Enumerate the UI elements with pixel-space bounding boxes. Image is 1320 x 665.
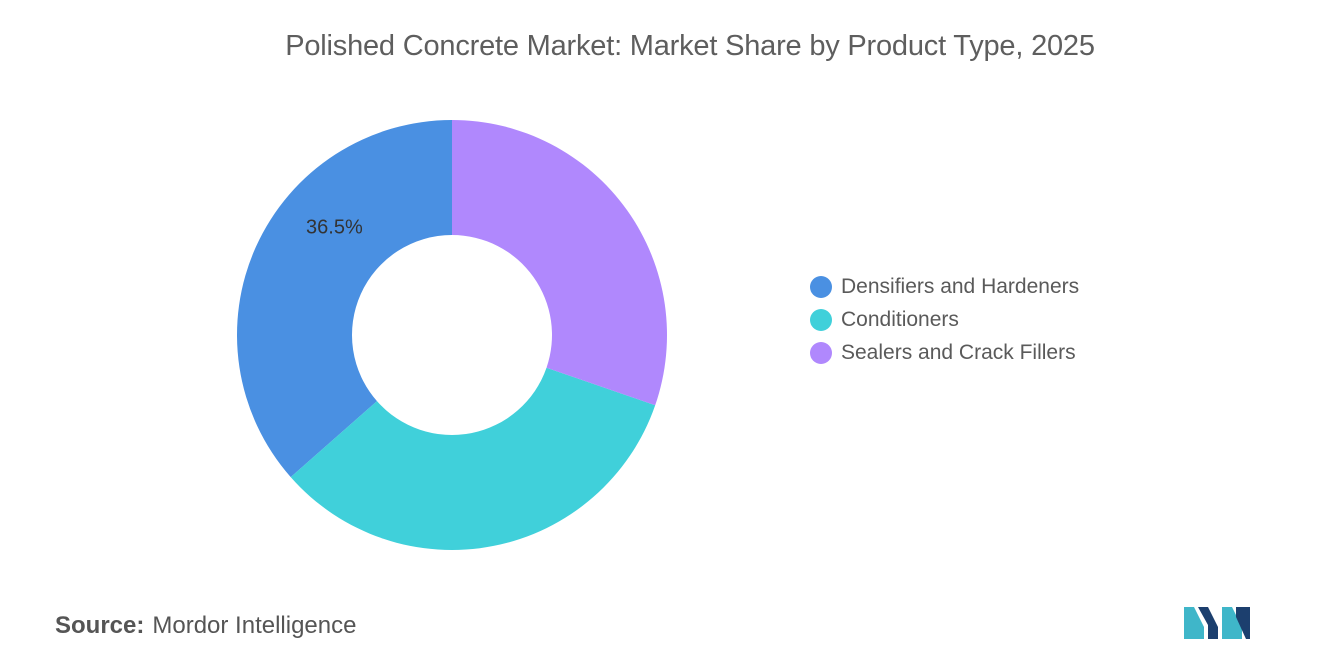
chart-title: Polished Concrete Market: Market Share b…: [285, 30, 1095, 62]
legend-item-sealers[interactable]: Sealers and Crack Fillers: [810, 336, 1079, 369]
donut-slices: [237, 120, 667, 550]
slice-labels: 36.5%: [306, 217, 363, 239]
source-label: Source:: [55, 612, 145, 639]
logo-shape-3: [1222, 607, 1242, 639]
logo-shape-1: [1184, 607, 1204, 639]
legend-item-conditioners[interactable]: Conditioners: [810, 303, 1079, 336]
legend-label-conditioners: Conditioners: [841, 307, 959, 331]
donut-slice-sealers[interactable]: [452, 120, 667, 406]
logo-shape-4: [1236, 607, 1250, 639]
donut-slice-densifiers[interactable]: [237, 120, 452, 478]
mordor-intelligence-logo-icon: [1184, 607, 1250, 639]
source-value: Mordor Intelligence: [152, 612, 357, 639]
donut-slice-conditioners[interactable]: [290, 367, 656, 550]
chart-legend: Densifiers and Hardeners Conditioners Se…: [810, 270, 1079, 369]
legend-label-sealers: Sealers and Crack Fillers: [841, 340, 1076, 364]
slice-label-densifiers: 36.5%: [306, 217, 363, 239]
legend-swatch-densifiers: [810, 275, 832, 298]
legend-item-densifiers[interactable]: Densifiers and Hardeners: [810, 270, 1079, 303]
legend-swatch-sealers: [810, 341, 832, 364]
legend-swatch-conditioners: [810, 308, 832, 331]
source-note: Source: Mordor Intelligence: [55, 612, 356, 640]
legend-label-densifiers: Densifiers and Hardeners: [841, 274, 1080, 298]
logo-shape-2: [1198, 607, 1218, 639]
